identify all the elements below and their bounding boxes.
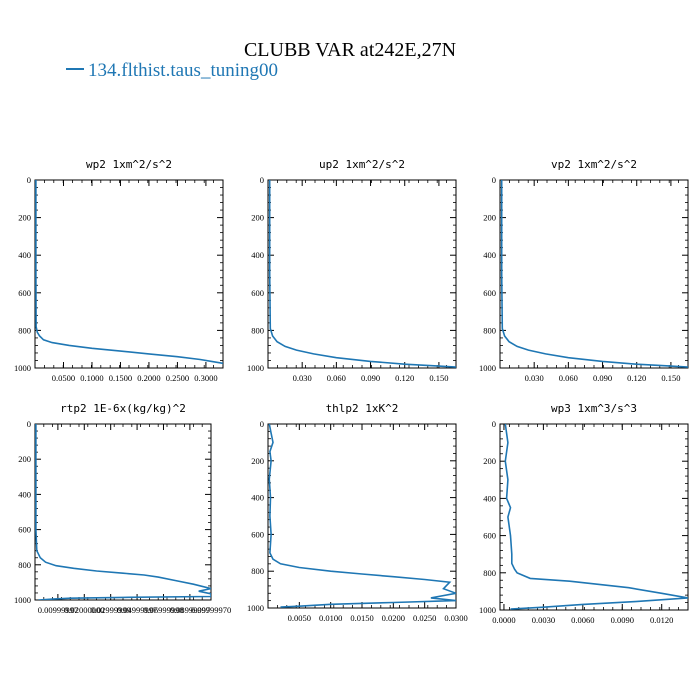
x-tick-label: 0.1500: [109, 373, 132, 383]
series-line: [500, 180, 688, 368]
series-line: [35, 180, 223, 365]
x-tick-label: 0.150: [429, 373, 448, 383]
series-line: [504, 424, 688, 610]
x-tick-label: 0.0100: [319, 613, 342, 623]
legend-label: 134.flthist.taus_tuning00: [88, 60, 278, 81]
x-tick-label: 0.1000: [80, 373, 103, 383]
subplot-4: rtp2 1E-6x(kg/kg)^2 0 200 400 600 800 1000 0.00…: [14, 402, 231, 615]
y-tick-label: 200: [483, 213, 496, 223]
x-tick-label: 0.120: [395, 373, 414, 383]
subplot-title: wp2 1xm^2/s^2: [86, 158, 172, 171]
x-tick-label: 0.0050: [288, 613, 311, 623]
y-tick-label: 600: [251, 288, 264, 298]
x-tick-label: 0.060: [327, 373, 346, 383]
y-tick-label: 0: [260, 419, 264, 429]
series-line: [268, 180, 456, 368]
y-tick-label: 0: [492, 419, 496, 429]
y-tick-label: 0: [27, 175, 31, 185]
y-tick-label: 400: [18, 250, 31, 260]
y-tick-label: 200: [251, 213, 264, 223]
series-line: [35, 424, 211, 600]
x-tick-label: 0.04999997: [117, 605, 157, 615]
subplot-5: thlp2 1xK^2 0 200 400 600 800 1000 0.0050 0.0100…: [247, 402, 468, 623]
subplot-title: up2 1xm^2/s^2: [319, 158, 405, 171]
x-tick-label: 0.02000000: [64, 605, 104, 615]
y-tick-label: 400: [251, 250, 264, 260]
subplots: wp2 1xm^2/s^2 0 200 400 600 800 1000 0.0500 0.10…: [14, 158, 689, 625]
x-tick-label: 0.120: [627, 373, 646, 383]
y-tick-label: 600: [251, 529, 264, 539]
y-tick-label: 0: [492, 175, 496, 185]
x-tick-label: 0.0120: [650, 615, 673, 625]
subplot-title: rtp2 1E-6x(kg/kg)^2: [60, 402, 186, 415]
y-tick-label: 0: [260, 175, 264, 185]
y-tick-label: 800: [483, 568, 496, 578]
y-tick-label: 200: [251, 456, 264, 466]
series-line: [268, 424, 456, 608]
subplot-title: thlp2 1xK^2: [326, 402, 399, 415]
x-tick-label: 0.030: [293, 373, 312, 383]
y-tick-label: 600: [18, 288, 31, 298]
subplot-1: wp2 1xm^2/s^2 0 200 400 600 800 1000 0.0500 0.10…: [14, 158, 224, 383]
y-tick-label: 800: [18, 560, 31, 570]
y-tick-label: 800: [251, 566, 264, 576]
plot-frame: [499, 423, 689, 611]
x-tick-label: 0.00999997: [38, 605, 78, 615]
x-tick-label: 0.090: [593, 373, 612, 383]
y-tick-label: 400: [483, 493, 496, 503]
x-tick-label: 0.150: [661, 373, 680, 383]
x-tick-label: 0.3000: [194, 373, 217, 383]
plot-frame: [499, 179, 689, 369]
y-tick-label: 1000: [247, 603, 264, 613]
y-tick-label: 1000: [14, 363, 31, 373]
y-tick-label: 1000: [479, 605, 496, 615]
x-tick-label: 0.030: [525, 373, 544, 383]
y-tick-label: 200: [18, 454, 31, 464]
y-tick-label: 200: [483, 456, 496, 466]
y-tick-label: 400: [483, 250, 496, 260]
y-tick-label: 600: [483, 531, 496, 541]
x-tick-label: 0.0150: [350, 613, 373, 623]
x-tick-label: 0.02999999: [90, 605, 130, 615]
y-tick-label: 1000: [247, 363, 264, 373]
x-tick-label: 0.0000: [492, 615, 515, 625]
x-tick-label: 0.08999997: [170, 605, 210, 615]
subplot-3: vp2 1xm^2/s^2 0 200 400 600 800 1000 0.030 0.060…: [479, 158, 689, 383]
y-tick-label: 200: [18, 213, 31, 223]
y-tick-label: 600: [483, 288, 496, 298]
x-tick-label: 0.0500: [52, 373, 75, 383]
x-tick-label: 0.0030: [532, 615, 555, 625]
x-tick-label: 0.0250: [413, 613, 436, 623]
plot-frame: [34, 179, 224, 369]
x-tick-label: 0.0090: [611, 615, 634, 625]
x-tick-label: 0.2500: [166, 373, 189, 383]
plot-frame: [267, 179, 457, 369]
y-tick-label: 600: [18, 525, 31, 535]
y-tick-label: 800: [483, 325, 496, 335]
x-tick-label: 0.09999970: [191, 605, 231, 615]
subplot-2: up2 1xm^2/s^2 0 200 400 600 800 1000 0.030 0.060…: [247, 158, 457, 383]
y-tick-label: 800: [251, 325, 264, 335]
x-tick-label: 0.0200: [382, 613, 405, 623]
subplot-title: wp3 1xm^3/s^3: [551, 402, 637, 415]
x-tick-label: 0.0060: [571, 615, 594, 625]
subplot-title: vp2 1xm^2/s^2: [551, 158, 637, 171]
y-tick-label: 0: [27, 419, 31, 429]
x-tick-label: 0.060: [559, 373, 578, 383]
y-tick-label: 1000: [479, 363, 496, 373]
y-tick-label: 800: [18, 325, 31, 335]
x-tick-label: 0.06999998: [143, 605, 183, 615]
y-tick-label: 1000: [14, 595, 31, 605]
y-tick-label: 400: [18, 489, 31, 499]
x-tick-label: 0.0300: [444, 613, 467, 623]
figure-title: CLUBB VAR at242E,27N: [244, 39, 456, 61]
y-tick-label: 400: [251, 493, 264, 503]
x-tick-label: 0.090: [361, 373, 380, 383]
legend: 134.flthist.taus_tuning00: [66, 60, 278, 81]
x-tick-label: 0.2000: [137, 373, 160, 383]
